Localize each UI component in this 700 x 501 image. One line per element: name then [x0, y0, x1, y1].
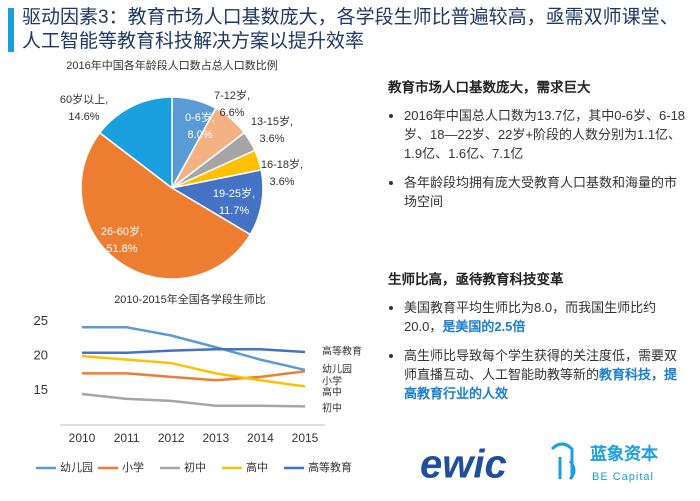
- section-heading: 生师比高，亟待教育科技变革: [388, 272, 564, 287]
- section: 生师比高，亟待教育科技变革美国教育平均生师比为8.0，而我国生师比约20.0，是…: [388, 268, 688, 413]
- section: 教育市场人口基数庞大，需求巨大 2016年中国总人口数为13.7亿，其中0-6岁、…: [388, 76, 688, 221]
- legend-label: 小学: [122, 460, 144, 474]
- slice-label: 26-60岁,: [101, 224, 143, 238]
- bullet: 高生师比导致每个学生获得的关注度低，需要双师直播互动、人工智能助教等新的教育科技…: [404, 346, 688, 403]
- logos: ewic 蓝象资本 BE Capital: [420, 442, 658, 487]
- x-tick-label: 2011: [114, 431, 140, 445]
- end-label: 小学: [322, 375, 342, 388]
- chart-title: 2010-2015年全国各学段生师比: [114, 292, 266, 306]
- pie-slice: [169, 169, 264, 236]
- highlight-text: 教育科技，提高教育行业的人效: [404, 367, 678, 401]
- value-label: 3.6%: [269, 176, 294, 188]
- bullet: 各年龄段均拥有庞大受教育人口基数和海量的市场空间: [404, 173, 688, 211]
- legend-label: 高中: [246, 460, 268, 474]
- bullet-list: 美国教育平均生师比为8.0，而我国生师比约20.0，是美国的2.5倍高生师比导致…: [388, 298, 688, 403]
- y-tick-label: 15: [34, 382, 48, 397]
- value-label: 11.7%: [219, 205, 250, 217]
- line-series: [82, 326, 306, 372]
- bullet: 2016年中国总人口数为13.7亿，其中0-6岁、6-18岁、18—22岁、22…: [404, 106, 688, 163]
- end-label: 高等教育: [322, 345, 362, 358]
- end-label: 初中: [322, 402, 342, 415]
- slice-label: 16-18岁,: [261, 157, 303, 171]
- end-label: 幼儿园: [322, 363, 352, 376]
- slice-label: 7-12岁,: [214, 88, 250, 102]
- value-label: 8.0%: [187, 129, 212, 141]
- chart-title: 2016年中国各年龄段人口数占总人口数比例: [66, 58, 277, 72]
- brand-name: 蓝象资本: [590, 443, 658, 463]
- x-tick-label: 2010: [69, 431, 96, 445]
- charts: 2016年中国各年龄段人口数占总人口数比例 0-6岁, 8.0% 7-12岁, 6.6%…: [34, 58, 362, 474]
- slice-label: 19-25岁,: [213, 186, 255, 200]
- legend-label: 初中: [184, 460, 206, 474]
- bullet: 美国教育平均生师比为8.0，而我国生师比约20.0，是美国的2.5倍: [404, 298, 688, 336]
- line-series: [81, 354, 306, 388]
- line-series: [82, 348, 306, 354]
- bullet-text: 高生师比导致每个学生获得的关注度低，需要双师直播互动、人工智能助教等新的: [404, 348, 678, 382]
- line-series: [82, 370, 306, 382]
- y-tick-label: 20: [34, 348, 48, 363]
- slice-label: 60岁以上,: [60, 92, 108, 106]
- section-heading: 教育市场人口基数庞大，需求巨大: [388, 80, 591, 95]
- slice-label: 13-15岁,: [251, 114, 293, 128]
- highlight-text: 是美国的2.5倍: [442, 319, 526, 334]
- title-bar: [8, 8, 14, 52]
- ewic-logo: ewic: [420, 443, 507, 487]
- bullet-text: 2016年中国总人口数为13.7亿，其中0-6岁、6-18岁、18—22岁、22…: [404, 108, 686, 161]
- x-tick-label: 2014: [247, 431, 274, 445]
- bullet-list: 2016年中国总人口数为13.7亿，其中0-6岁、6-18岁、18—22岁、22…: [388, 106, 688, 211]
- value-label: 6.6%: [219, 107, 244, 119]
- bullet-text: 各年龄段均拥有庞大受教育人口基数和海量的市场空间: [404, 175, 678, 209]
- x-tick-label: 2013: [202, 431, 229, 445]
- value-label: 14.6%: [68, 111, 99, 123]
- end-label: 高中: [322, 386, 342, 399]
- brand-icon: [550, 442, 576, 481]
- x-tick-label: 2015: [292, 431, 319, 445]
- brand-en: BE Capital: [592, 471, 654, 483]
- bullet-text: 美国教育平均生师比为8.0，而我国生师比约20.0，: [404, 300, 657, 334]
- slide-title: 驱动因素3：教育市场人口基数庞大，各学段生师比普遍较高，亟需双师课堂、人工智能等…: [22, 7, 679, 52]
- legend-label: 幼儿园: [60, 461, 93, 474]
- pie-slice: [98, 96, 173, 190]
- value-label: 51.8%: [106, 243, 137, 255]
- pie-slice: [80, 131, 252, 280]
- x-tick-label: 2012: [158, 431, 185, 445]
- value-label: 3.6%: [259, 133, 284, 145]
- legend-label: 高等教育: [308, 460, 352, 474]
- line-series: [81, 392, 306, 408]
- y-tick-label: 25: [34, 313, 48, 328]
- slice-label: 0-6岁,: [185, 110, 215, 124]
